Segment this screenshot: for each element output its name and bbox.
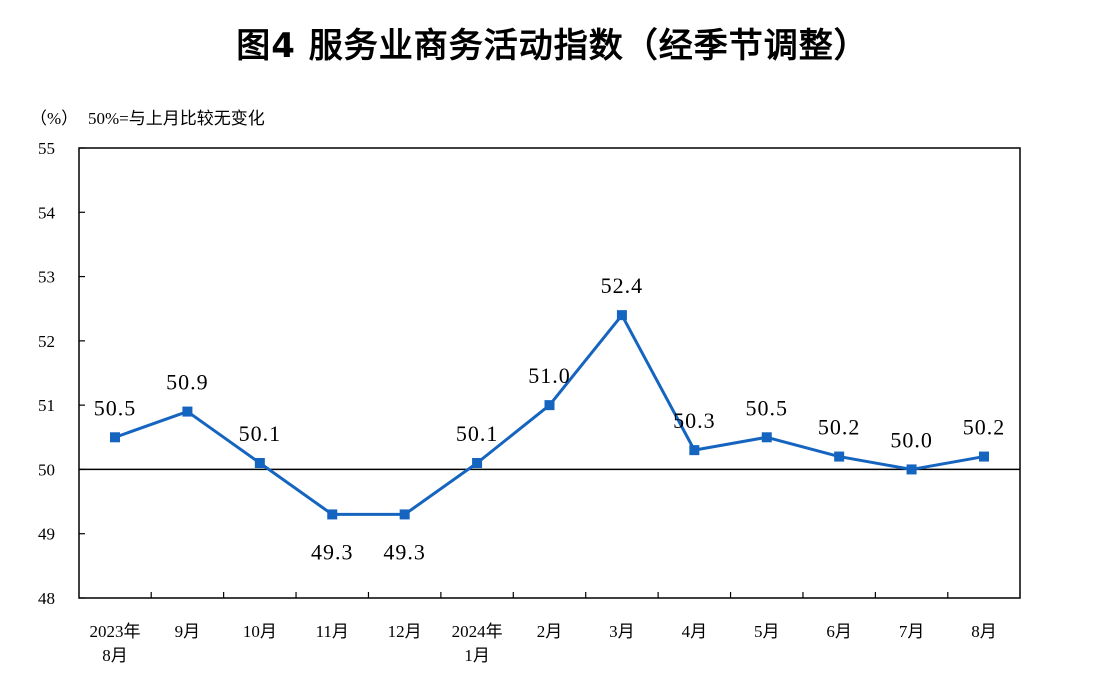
x-tick-label: 2024年 1月 — [452, 622, 503, 665]
y-tick-label: 51 — [38, 396, 55, 415]
data-label: 51.0 — [528, 363, 571, 388]
y-tick-label: 48 — [38, 589, 55, 608]
x-tick-label: 7月 — [899, 622, 925, 641]
y-tick-label: 52 — [38, 332, 55, 351]
reference-note: 50%=与上月比较无变化 — [88, 109, 265, 128]
y-tick-label: 54 — [38, 203, 56, 222]
x-tick-label: 2月 — [537, 622, 563, 641]
data-label: 50.9 — [166, 370, 209, 395]
data-point — [616, 310, 627, 321]
x-tick-label: 3月 — [609, 622, 635, 641]
data-label: 50.2 — [818, 415, 861, 440]
data-point — [472, 458, 483, 468]
x-tick-label: 8月 — [971, 622, 997, 641]
data-point — [761, 432, 772, 443]
data-labels: 50.5 50.9 50.1 49.3 49.3 50.1 51.0 52.4 50.3 50.5… — [94, 273, 1006, 564]
data-point — [834, 451, 845, 462]
data-label: 50.1 — [456, 421, 499, 446]
y-axis-unit-label: （%） — [30, 109, 79, 128]
data-label: 49.3 — [383, 539, 426, 564]
x-axis: 2023年 8月 9月 10月 11月 12月 2024年 1月 2月 3月 4月 5月 6月 7月 8月 — [90, 592, 997, 665]
x-tick-label: 2023年 8月 — [90, 622, 141, 665]
plot-frame — [78, 147, 1021, 599]
data-label: 50.5 — [746, 395, 789, 420]
data-label: 52.4 — [601, 273, 644, 298]
data-point — [110, 432, 120, 443]
data-point — [182, 406, 193, 417]
x-tick-label: 9月 — [175, 622, 201, 641]
x-tick-label: 11月 — [316, 622, 349, 641]
chart-title: 图4 服务业商务活动指数（经季节调整） — [236, 26, 869, 66]
data-label: 50.5 — [94, 395, 137, 420]
x-tick-label: 6月 — [826, 622, 852, 641]
y-tick-label: 49 — [38, 525, 55, 544]
data-point — [327, 509, 338, 520]
data-label: 50.2 — [963, 415, 1006, 440]
x-tick-label: 4月 — [682, 622, 708, 641]
data-point — [544, 400, 555, 411]
y-axis: 48 49 50 51 52 53 54 55 — [38, 139, 85, 608]
y-tick-label: 55 — [38, 139, 55, 158]
data-point — [906, 464, 917, 475]
x-tick-label: 5月 — [754, 622, 780, 641]
data-label: 49.3 — [311, 539, 354, 564]
data-label: 50.3 — [673, 408, 716, 433]
data-point — [254, 458, 265, 468]
y-tick-label: 50 — [38, 460, 55, 479]
x-tick-label: 12月 — [388, 622, 422, 641]
x-tick-label: 10月 — [243, 622, 277, 641]
data-label: 50.1 — [239, 421, 282, 446]
y-tick-label: 53 — [38, 268, 55, 287]
data-point — [399, 509, 410, 520]
data-point — [689, 445, 700, 456]
plot-area — [78, 147, 1021, 599]
data-label: 50.0 — [890, 427, 933, 452]
data-point — [979, 451, 989, 462]
series-line — [110, 310, 989, 520]
